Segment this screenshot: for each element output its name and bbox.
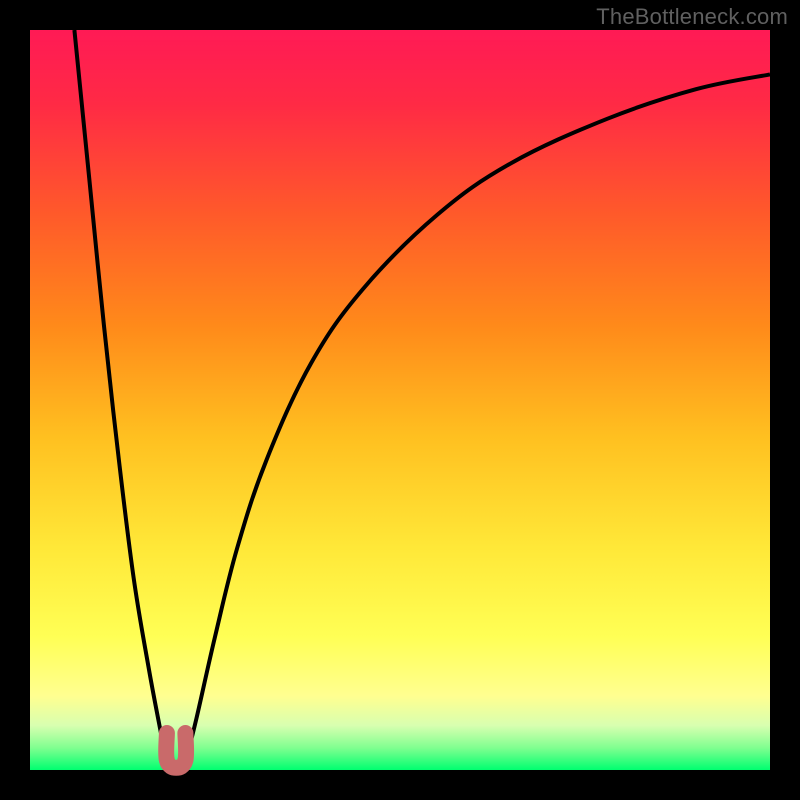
chart-container: TheBottleneck.com bbox=[0, 0, 800, 800]
plot-background bbox=[30, 30, 770, 770]
bottleneck-chart bbox=[0, 0, 800, 800]
watermark-text: TheBottleneck.com bbox=[596, 4, 788, 30]
